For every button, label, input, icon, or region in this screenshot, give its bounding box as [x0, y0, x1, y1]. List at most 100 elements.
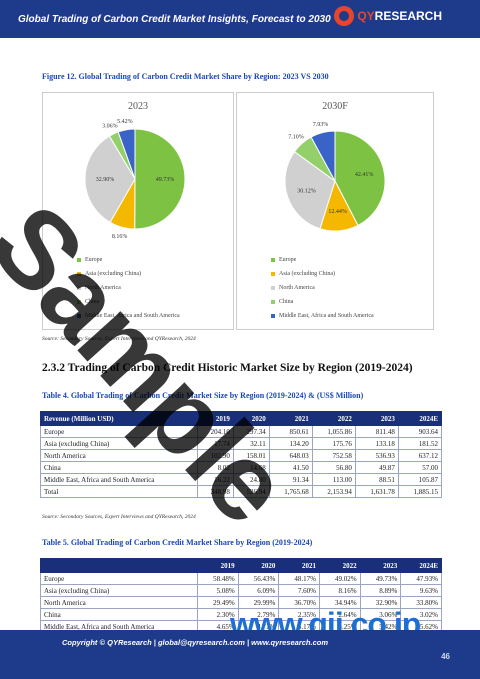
legend-label: North America — [85, 285, 121, 291]
legend-item: Asia (excluding China) — [271, 267, 374, 281]
pie-slice-europe-0 — [134, 128, 186, 230]
table-cell: 134.20 — [268, 437, 313, 450]
pie-label-2-0: 32.90% — [96, 177, 115, 183]
table-cell: 48.17% — [278, 572, 320, 585]
globe-icon — [334, 6, 355, 26]
table-header-cell: 2020 — [237, 558, 280, 573]
table-cell: 47.93% — [400, 572, 442, 585]
table-cell: 8.16% — [318, 584, 361, 597]
table-header-cell: 2023 — [354, 411, 399, 426]
table5-market-share: 2019 2020 2021 2022 2023 2024E Europe 58.48% 56.… — [40, 558, 442, 633]
table4-caption: Table 4. Global Trading of Carbon Credit… — [42, 391, 364, 400]
table-cell: 133.18 — [354, 437, 399, 450]
legend-swatch — [77, 300, 81, 304]
figure-caption: Figure 12. Global Trading of Carbon Cred… — [42, 72, 329, 81]
table-cell: 297.34 — [232, 425, 270, 438]
pie-slice-north-america-1 — [284, 150, 336, 230]
pie-panel-2023: 2023 49.73% 8.16% 32.90% 3.06% 5.42% Europe A… — [42, 92, 234, 330]
pie-label-0-1: 42.41% — [355, 172, 374, 178]
table-cell: 56.43% — [237, 572, 280, 585]
legend-item: China — [77, 295, 180, 309]
source-note-1: Source: Secondary Sources, Expert Interv… — [42, 336, 196, 342]
table-cell: 49.73% — [359, 572, 402, 585]
table-header-cell: 2022 — [318, 558, 361, 573]
pie-label-4-0: 5.42% — [117, 119, 133, 125]
legend-label: North America — [279, 285, 315, 291]
table-cell: 204.10 — [197, 425, 234, 438]
pie-label-3-1: 7.10% — [288, 135, 304, 141]
pie-legend-2023: Europe Asia (excluding China) North Americ… — [77, 253, 180, 323]
legend-item: China — [271, 295, 374, 309]
pie-label-1-0: 8.16% — [112, 234, 128, 240]
pie-label-1-1: 12.44% — [328, 209, 347, 215]
table-header-cell: Revenue (Million USD) — [40, 411, 198, 426]
table-header-cell: 2023 — [359, 558, 402, 573]
table-cell: Asia (excluding China) — [40, 584, 198, 597]
table-cell: 49.02% — [318, 572, 361, 585]
table-cell: 7.60% — [278, 584, 320, 597]
table-cell: 1,885.15 — [397, 485, 443, 498]
pie-label-3-0: 3.06% — [102, 124, 118, 130]
pie-chart-2023: 49.73% 8.16% 32.90% 3.06%5.42% — [84, 119, 186, 240]
table-header-cell: 2019 — [197, 411, 234, 426]
table-cell: 1,631.78 — [354, 485, 399, 498]
table-row: Asia (excluding China) 5.08% 6.09% 7.60% 8.1… — [40, 584, 442, 597]
table-cell: 56.80 — [311, 461, 356, 474]
table-cell: 175.76 — [311, 437, 356, 450]
table-header-cell — [40, 558, 198, 573]
table-cell: 102.90 — [197, 449, 234, 462]
table-header-row: 2019 2020 2021 2022 2023 2024E — [40, 558, 442, 573]
table-cell: 57.00 — [397, 461, 443, 474]
legend-swatch — [271, 314, 275, 318]
table-cell: 637.12 — [397, 449, 443, 462]
table-cell: China — [40, 461, 198, 474]
table-cell: 1,055.86 — [311, 425, 356, 438]
table-cell: 8.89% — [359, 584, 402, 597]
legend-label: Middle East, Africa and South America — [279, 313, 374, 319]
table4-market-size: Revenue (Million USD) 2019 2020 2021 2022 202… — [40, 411, 443, 498]
table-cell: 348.98 — [197, 485, 234, 498]
table-cell: 9.63% — [400, 584, 442, 597]
table-cell: 536.93 — [354, 449, 399, 462]
legend-swatch — [77, 286, 81, 290]
page-number: 46 — [441, 652, 450, 661]
table-cell: Total — [40, 485, 198, 498]
pie-title-2030: 2030F — [322, 101, 348, 112]
table-cell: 2,153.94 — [311, 485, 356, 498]
table-cell: 526.94 — [232, 485, 270, 498]
legend-label: Europe — [279, 257, 297, 263]
table-cell: 181.52 — [397, 437, 443, 450]
legend-swatch — [77, 258, 81, 262]
table-cell: 648.03 — [268, 449, 313, 462]
table-cell: 16.22 — [197, 473, 234, 486]
legend-swatch — [271, 286, 275, 290]
table-cell: 752.58 — [311, 449, 356, 462]
table-cell: 49.87 — [354, 461, 399, 474]
legend-label: Asia (excluding China) — [279, 271, 335, 277]
pie-slice-north-america-0 — [84, 135, 136, 224]
table-header-cell: 2024E — [400, 558, 442, 573]
table-cell: 5.08% — [197, 584, 239, 597]
table-header-cell: 2021 — [268, 411, 313, 426]
table-cell: 88.51 — [354, 473, 399, 486]
table-header-cell: 2022 — [311, 411, 356, 426]
table-cell: China — [40, 608, 198, 621]
table-cell: 811.48 — [354, 425, 399, 438]
pie-slice-europe-1 — [334, 130, 386, 227]
legend-swatch — [77, 314, 81, 318]
legend-label: China — [279, 299, 294, 305]
table-cell: Middle East, Africa and South America — [40, 473, 198, 486]
pie-slice-middle-east-africa-and-south-america-0 — [117, 128, 136, 180]
legend-swatch — [77, 272, 81, 276]
table-cell: 32.11 — [232, 437, 270, 450]
pie-label-0-0: 49.73% — [156, 177, 175, 183]
table-header-cell: 2024E — [397, 411, 443, 426]
table-cell: 58.48% — [197, 572, 239, 585]
table-cell: Europe — [40, 572, 198, 585]
table-row: Europe 204.10 297.34 850.61 1,055.86 811.48 90… — [40, 425, 443, 438]
legend-item: Europe — [271, 253, 374, 267]
legend-swatch — [271, 272, 275, 276]
table-header-row: Revenue (Million USD) 2019 2020 2021 2022 202… — [40, 411, 443, 426]
table-cell: 105.87 — [397, 473, 443, 486]
table-cell: North America — [40, 449, 198, 462]
